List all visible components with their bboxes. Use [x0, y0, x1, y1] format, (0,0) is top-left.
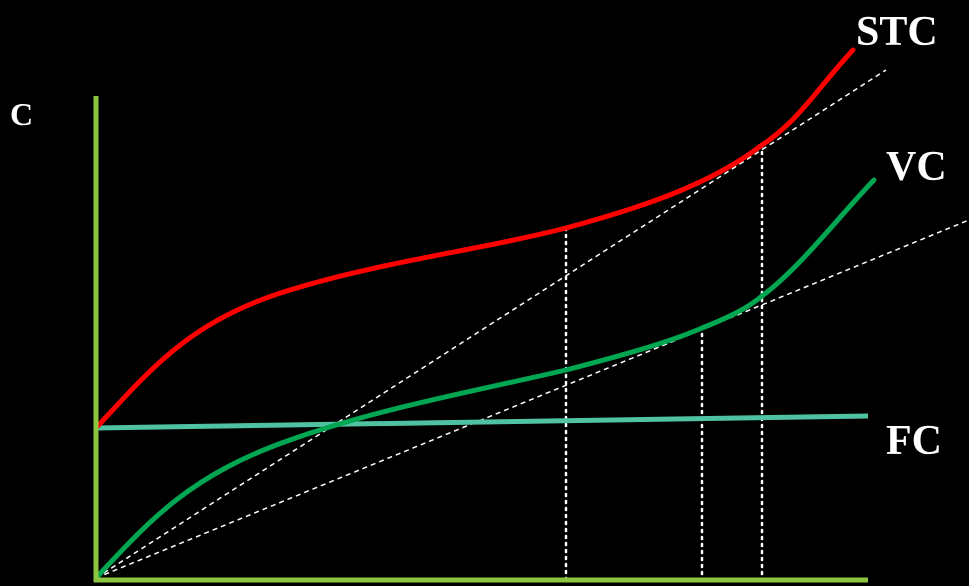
vc-curve: [93, 177, 877, 581]
stc-label: STC: [856, 9, 938, 55]
y-axis-label: C: [10, 96, 33, 132]
stc-curve: [93, 47, 856, 431]
vc-label: VC: [886, 144, 947, 190]
ray-from-origin-vc: [95, 219, 969, 579]
ray-from-origin-stc: [95, 69, 887, 579]
fc-label: FC: [886, 418, 942, 464]
fc-curve: [95, 413, 869, 431]
